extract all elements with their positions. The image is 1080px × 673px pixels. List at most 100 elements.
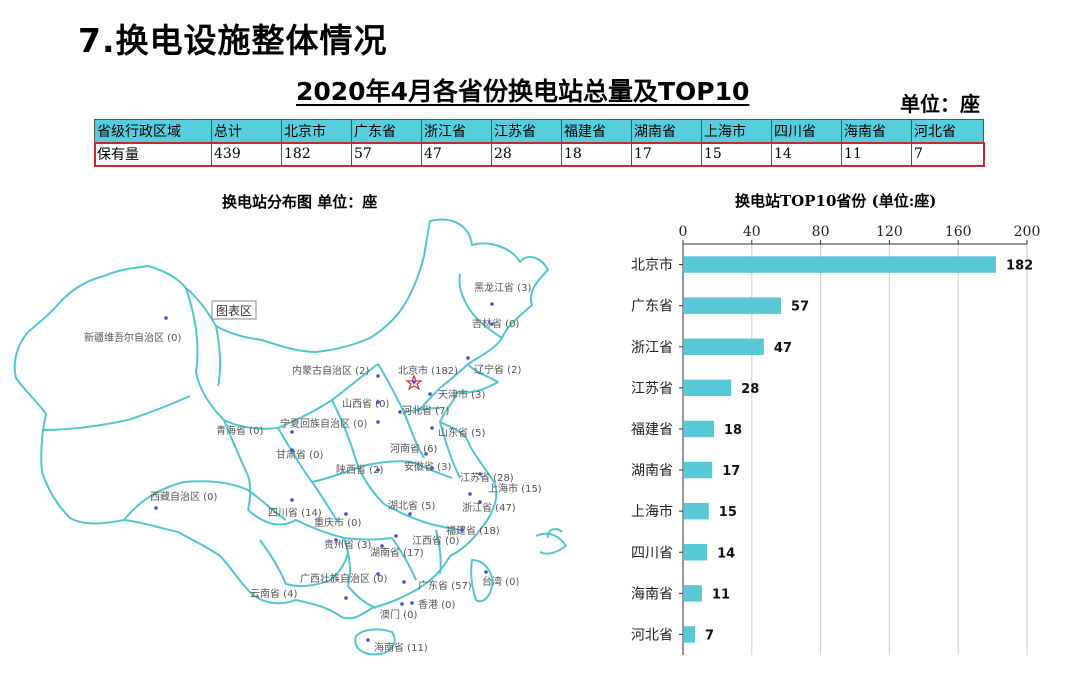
map-province-label: 辽宁省 (2) (474, 363, 521, 376)
chart-tick-label: 80 (812, 224, 830, 240)
map-province-label: 甘肃省 (0) (276, 448, 323, 461)
map-station-dot (376, 572, 380, 576)
chart-bar (684, 338, 764, 355)
table-header-cell: 浙江省 (421, 119, 492, 143)
map-province-label: 山东省 (5) (438, 426, 485, 439)
map-station-dot (366, 638, 370, 642)
map-station-dot (334, 538, 338, 542)
chart-bar (684, 379, 732, 397)
map-province-label: 西藏自治区 (0) (150, 490, 217, 503)
table-header-cell: 总计 (211, 119, 282, 143)
table-cell: 7 (911, 142, 984, 166)
map-station-dot (398, 410, 402, 414)
map-station-dot (394, 534, 398, 538)
chart-bar (684, 502, 709, 520)
chart-bar (684, 256, 997, 273)
table-header-cell: 湖南省 (631, 119, 702, 143)
map-province-label: 四川省 (14) (268, 506, 322, 519)
map-station-dot (430, 466, 434, 470)
chart-category-label: 北京市 (631, 257, 673, 274)
table-cell: 47 (421, 142, 492, 166)
summary-table: 省级行政区域 总计 北京市 广东省 浙江省 江苏省 福建省 湖南省 上海市 四川… (93, 119, 985, 167)
map-province-label: 台湾 (0) (482, 575, 519, 588)
map-station-dot (344, 512, 348, 516)
chart-bars (684, 256, 997, 643)
chart-data-label: 57 (791, 300, 809, 315)
capital-star-icon (405, 374, 423, 391)
chart-value-labels: 182 57 47 28 18 17 15 14 11 7 (705, 259, 1033, 644)
chart-title: 换电站TOP10省份 (单位:座) (735, 192, 937, 210)
map-province-label: 新疆维吾尔自治区 (0) (84, 331, 181, 344)
map-station-dot (154, 506, 158, 510)
table-header-cell: 江苏省 (491, 119, 562, 143)
table-header-cell: 福建省 (561, 119, 632, 143)
table-header-cell: 河北省 (911, 119, 984, 143)
map-province-label: 重庆市 (0) (314, 516, 361, 529)
table-cell: 182 (281, 142, 352, 166)
chart-data-label: 11 (712, 587, 730, 602)
chart-category-label: 上海市 (631, 503, 673, 520)
map-station-dot (408, 512, 412, 516)
map-province-label: 福建省 (18) (446, 524, 500, 537)
chart-bar (684, 420, 714, 438)
map-station-dot (402, 580, 406, 584)
chart-tick-label: 120 (876, 224, 903, 240)
table-header-cell: 北京市 (281, 119, 352, 143)
map-province-label: 黑龙江省 (3) (474, 281, 531, 294)
chart-data-label: 7 (705, 628, 714, 643)
table-cell: 439 (211, 142, 282, 166)
map-province-label: 香港 (0) (418, 599, 455, 611)
chart-data-label: 15 (719, 505, 737, 520)
map-station-dot (484, 570, 488, 574)
map-province-label: 安徽省 (3) (404, 460, 451, 473)
chart-data-label: 18 (724, 423, 742, 438)
map-station-dot (460, 528, 464, 532)
chart-bar (684, 626, 696, 643)
map-province-label: 河北省 (7) (402, 404, 449, 417)
chart-tick-label: 0 (679, 224, 688, 240)
map-province-label: 青海省 (0) (216, 424, 263, 437)
table-cell: 15 (701, 142, 772, 166)
table-cell: 18 (561, 142, 632, 166)
chart-category-label: 福建省 (631, 422, 673, 438)
map-station-dot (412, 380, 416, 384)
table-header-cell: 四川省 (771, 119, 842, 143)
map-province-label: 北京市 (182) (398, 364, 458, 377)
table-header-row: 省级行政区域 总计 北京市 广东省 浙江省 江苏省 福建省 湖南省 上海市 四川… (94, 119, 984, 143)
page-title: 7.换电设施整体情况 (78, 21, 388, 60)
chart-tick-label: 200 (1014, 224, 1041, 240)
table-title: 2020年4月各省份换电站总量及TOP10 (296, 77, 750, 106)
chart-data-label: 14 (717, 546, 735, 561)
map-province-label: 内蒙古自治区 (2) (292, 364, 369, 377)
map-legend-box (211, 300, 257, 320)
chart-category-label: 湖南省 (631, 463, 673, 479)
map-province-label: 吉林省 (0) (472, 317, 519, 330)
table-cell: 保有量 (94, 142, 212, 166)
map-labels: 新疆维吾尔自治区 (0) 黑龙江省 (3) 吉林省 (0) 内蒙古自治区 (2) 北京市… (84, 281, 542, 654)
map-station-dot (410, 601, 414, 605)
map-province-label: 江西省 (0) (412, 534, 459, 547)
map-station-dot (478, 472, 482, 476)
map-province-label: 天津市 (3) (438, 388, 485, 401)
map-province-label: 宁夏回族自治区 (0) (280, 417, 367, 430)
map-province-label: 河南省 (6) (390, 442, 437, 455)
map-station-dot (428, 392, 432, 396)
table-unit: 单位：座 (900, 92, 980, 116)
map-station-dot (490, 322, 494, 326)
map-station-dot (290, 448, 294, 452)
map-province-label: 云南省 (4) (250, 587, 297, 600)
map-province-label: 湖北省 (5) (388, 499, 435, 512)
map-station-dot (400, 602, 404, 606)
table-header-cell: 广东省 (351, 119, 422, 143)
map-province-label: 广东省 (57) (418, 579, 472, 592)
map-province-label: 江苏省 (28) (460, 471, 514, 484)
map-station-dot (290, 430, 294, 434)
chart-data-label: 47 (774, 341, 792, 356)
chart-category-label: 广东省 (631, 299, 673, 315)
map-station-dot (380, 544, 384, 548)
chart-tick-label: 40 (743, 224, 761, 240)
map-station-dot (468, 492, 472, 496)
